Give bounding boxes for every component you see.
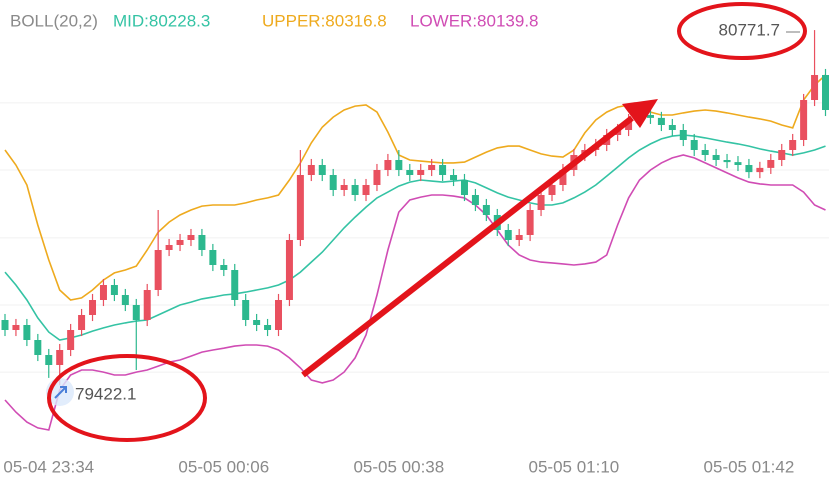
candle-body: [165, 245, 173, 250]
x-tick-label: 05-05 00:06: [178, 457, 269, 476]
candle-body: [646, 115, 654, 118]
candle-body: [450, 175, 458, 180]
candle-body: [187, 235, 195, 240]
candle-body: [822, 75, 829, 110]
candle-body: [789, 140, 797, 150]
candle-body: [351, 185, 359, 195]
x-tick-label: 05-04 23:34: [3, 457, 94, 476]
candle-body: [12, 325, 20, 330]
highlight-circle: [47, 354, 207, 442]
candle-body: [285, 240, 293, 300]
candle-body: [548, 185, 556, 195]
candle-body: [811, 75, 819, 100]
candle-body: [34, 340, 42, 355]
candle-body: [296, 175, 304, 240]
candle-body: [690, 140, 698, 150]
candle-body: [701, 150, 709, 155]
legend-entry: MID:80228.3: [113, 11, 210, 30]
candle-body: [78, 315, 86, 330]
x-tick-label: 05-05 01:10: [529, 457, 620, 476]
candle-body: [132, 305, 140, 320]
candle-body: [275, 300, 282, 330]
candle-body: [734, 162, 742, 165]
candle-body: [439, 165, 447, 175]
candle-body: [23, 325, 31, 340]
candle-body: [712, 155, 720, 160]
candle-body: [406, 170, 414, 175]
band-line: [4, 134, 826, 341]
grid: [0, 102, 829, 373]
candle-body: [99, 285, 107, 300]
candle-body: [45, 355, 53, 365]
candle-body: [417, 170, 425, 175]
candle-body: [143, 290, 151, 320]
candle-body: [778, 150, 786, 160]
indicator-label: BOLL(20,2): [10, 11, 98, 30]
bands: [4, 74, 827, 431]
candle-body: [362, 185, 370, 195]
candle-body: [231, 270, 239, 300]
candle-body: [559, 170, 567, 185]
x-tick-label: 05-05 00:38: [353, 457, 444, 476]
labels: BOLL(20,2) MID:80228.3 UPPER:80316.8 LOW…: [3, 11, 794, 476]
candle-body: [537, 195, 545, 210]
candle-body: [307, 165, 315, 175]
candle-body: [121, 295, 129, 305]
min-price-label: 79422.1: [75, 385, 136, 404]
candle-body: [767, 160, 775, 168]
candle-body: [264, 325, 272, 330]
candle-body: [504, 230, 512, 240]
candle-body: [373, 170, 381, 185]
candle-body: [482, 205, 490, 215]
candle-body: [220, 265, 228, 270]
candle-body: [515, 235, 523, 240]
candle-body: [198, 235, 206, 250]
candle-body: [242, 300, 250, 320]
candle-body: [395, 160, 403, 170]
candle-body: [329, 175, 337, 190]
candle-body: [800, 100, 808, 140]
trend-arrow-head: [622, 99, 658, 128]
candle-body: [657, 117, 665, 125]
candle-body: [89, 300, 97, 315]
candle-body: [1, 320, 9, 330]
candle-body: [428, 165, 436, 170]
min-marker-arrow: [54, 386, 67, 399]
candle-body: [253, 320, 261, 325]
candle-body: [679, 130, 687, 140]
x-tick-label: 05-05 01:42: [704, 457, 795, 476]
candles: [1, 30, 829, 386]
candle-body: [56, 350, 64, 365]
trend-arrow: [301, 115, 634, 378]
highlight-circle: [677, 2, 807, 60]
candle-body: [318, 165, 326, 175]
candle-body: [625, 120, 633, 130]
max-price-label: 80771.7: [719, 21, 780, 40]
candle-body: [668, 125, 676, 130]
candle-body: [340, 185, 348, 190]
band-line: [4, 154, 826, 431]
candle-body: [460, 180, 468, 195]
candle-body: [110, 285, 118, 295]
candle-body: [745, 165, 753, 173]
candle-body: [723, 160, 731, 163]
candle-body: [67, 330, 75, 350]
legend-entry: LOWER:80139.8: [410, 11, 539, 30]
candle-body: [384, 160, 392, 170]
candle-body: [471, 195, 479, 205]
legend-entry: UPPER:80316.8: [262, 11, 387, 30]
band-line: [4, 74, 827, 301]
candle-body: [176, 240, 184, 245]
candle-body: [756, 167, 764, 173]
candle-body: [154, 250, 162, 290]
candle-body: [526, 210, 534, 235]
candle-body: [209, 250, 217, 265]
